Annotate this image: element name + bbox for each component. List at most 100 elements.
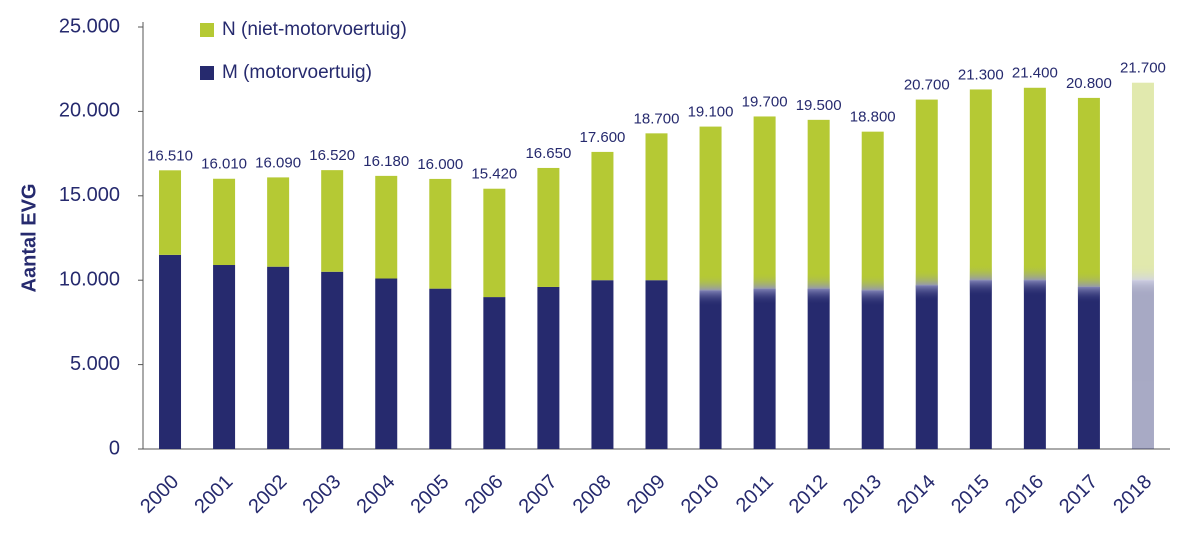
bar-segment <box>1131 280 1154 449</box>
bar-segment <box>753 288 776 449</box>
x-tick-label: 2011 <box>732 471 778 517</box>
bar-stack <box>321 170 344 449</box>
bar-stack <box>591 151 614 449</box>
bar-segment <box>861 290 884 449</box>
bar-stack <box>267 177 290 449</box>
total-label: 16.010 <box>201 156 247 173</box>
x-tick-label: 2002 <box>244 471 291 518</box>
x-tick-label: 2006 <box>461 471 508 518</box>
bar-segment <box>159 254 182 449</box>
bar-stack <box>159 170 182 449</box>
total-label: 18.800 <box>850 109 896 126</box>
y-tick-label: 15.000 <box>59 184 120 206</box>
bar-segment <box>807 119 830 289</box>
x-tick-label: 2005 <box>407 471 454 518</box>
bar-segment <box>375 278 398 449</box>
x-tick-label: 2000 <box>136 471 183 518</box>
x-tick-label: 2004 <box>352 471 399 518</box>
legend-label: N (niet-motorvoertuig) <box>222 19 407 40</box>
split-blur <box>753 272 776 305</box>
bar-segment <box>213 178 236 266</box>
bar-segment <box>969 89 992 281</box>
total-label: 16.090 <box>255 154 301 171</box>
bar-segment <box>213 265 236 449</box>
bar-segment <box>375 175 398 279</box>
x-tick-label: 2003 <box>298 471 345 518</box>
split-blur <box>861 274 884 307</box>
bar-segment <box>591 151 614 281</box>
bar-segment <box>429 178 452 289</box>
bar-segment <box>861 131 884 291</box>
bar-segment <box>753 116 776 289</box>
total-label: 21.700 <box>1120 60 1166 77</box>
total-label: 16.520 <box>309 147 355 164</box>
bar-segment <box>159 170 182 255</box>
bar-stack <box>915 99 938 449</box>
bar-segment <box>1131 82 1154 281</box>
total-label: 21.300 <box>958 66 1004 83</box>
bar-stack <box>429 178 452 449</box>
bar-segment <box>267 177 290 267</box>
y-tick-label: 0 <box>109 437 120 459</box>
x-tick-label: 2010 <box>677 471 724 518</box>
bar-segment <box>969 280 992 449</box>
bar-segment <box>699 290 722 449</box>
bar-segment <box>483 188 506 298</box>
x-tick-label: 2001 <box>190 471 237 518</box>
x-tick-label: 2016 <box>1001 471 1048 518</box>
bar-segment <box>429 288 452 449</box>
total-label: 17.600 <box>580 129 626 146</box>
total-label: 21.400 <box>1012 65 1058 82</box>
x-tick-label: 2015 <box>947 471 994 518</box>
bar-stack <box>753 116 776 449</box>
x-tick-label: 2009 <box>623 471 670 518</box>
total-label: 16.650 <box>525 145 571 162</box>
total-label: 18.700 <box>634 110 680 127</box>
bar-stack <box>1131 82 1154 449</box>
total-label: 20.800 <box>1066 75 1112 92</box>
bar-segment <box>321 170 344 272</box>
total-label: 19.100 <box>688 104 734 121</box>
bar-segment <box>267 266 290 449</box>
bar-segment <box>699 126 722 291</box>
split-blur <box>969 264 992 297</box>
total-label: 16.510 <box>147 147 193 164</box>
bar-stack <box>861 131 884 449</box>
bar-segment <box>645 280 668 449</box>
bar-stack <box>645 133 668 449</box>
bar-stack <box>807 119 830 449</box>
total-label: 20.700 <box>904 77 950 94</box>
bar-stack <box>1077 97 1100 449</box>
bar-segment <box>1077 97 1100 287</box>
x-tick-label: 2008 <box>569 471 616 518</box>
bar-segment <box>537 167 560 287</box>
bar-segment <box>1023 87 1046 281</box>
bar-stack <box>375 175 398 449</box>
split-blur <box>915 269 938 302</box>
x-tick-label: 2007 <box>515 471 562 518</box>
x-tick-label: 2012 <box>785 471 832 518</box>
bar-stack <box>969 89 992 449</box>
split-blur <box>807 272 830 305</box>
total-label: 16.000 <box>417 156 463 173</box>
y-tick-label: 5.000 <box>70 353 120 375</box>
bar-stack <box>699 126 722 449</box>
legend-label: M (motorvoertuig) <box>222 62 372 83</box>
split-blur <box>699 274 722 307</box>
y-tick-label: 10.000 <box>59 268 120 290</box>
bar-segment <box>321 271 344 449</box>
y-axis-title: Aantal EVG <box>18 184 40 293</box>
bar-segment <box>915 99 938 286</box>
total-label: 19.500 <box>796 97 842 114</box>
bar-segment <box>915 285 938 449</box>
split-blur <box>1023 264 1046 297</box>
y-tick-label: 20.000 <box>59 100 120 122</box>
bar-segment <box>483 297 506 449</box>
legend-swatch <box>200 66 214 80</box>
bar-stack <box>537 167 560 449</box>
y-tick-label: 25.000 <box>59 15 120 37</box>
bar-segment <box>807 288 830 449</box>
x-tick-label: 2013 <box>839 471 886 518</box>
total-label: 16.180 <box>363 153 409 170</box>
x-tick-label: 2018 <box>1109 471 1156 518</box>
